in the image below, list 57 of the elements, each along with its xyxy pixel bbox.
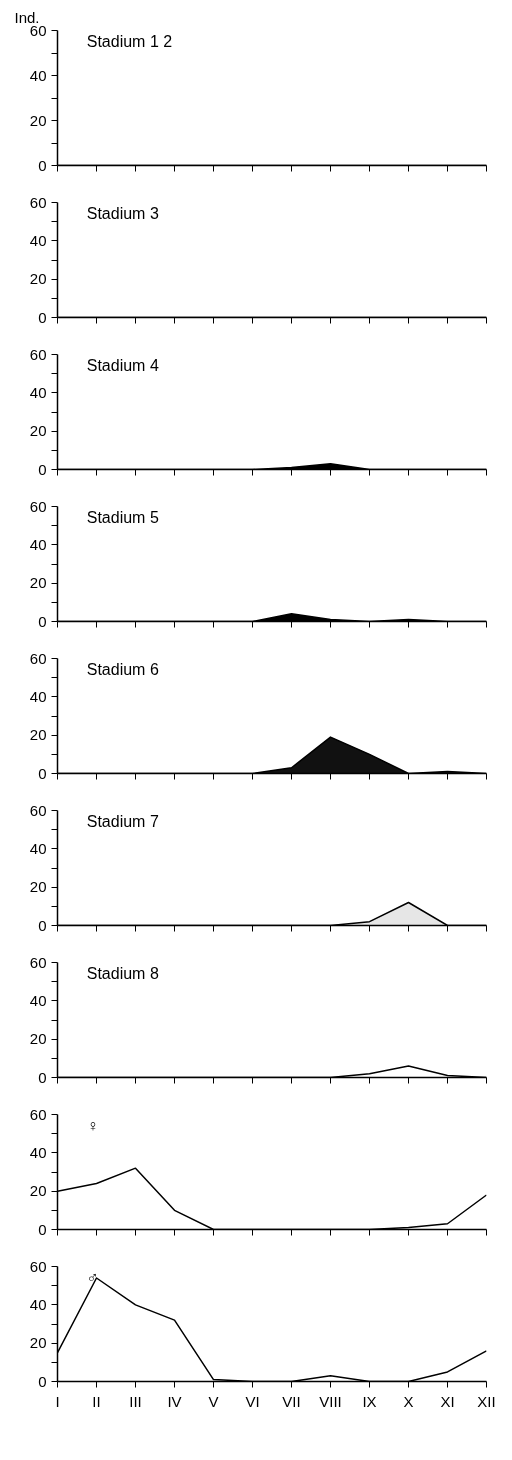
y-tick-label: 0 (38, 156, 47, 174)
y-tick-label: 20 (29, 1182, 47, 1200)
y-tick-label: 20 (29, 111, 47, 129)
y-tick-label: 60 (29, 345, 47, 363)
y-tick-label: 0 (38, 612, 47, 630)
y-tick-label: 40 (29, 991, 47, 1009)
x-tick-label: VI (245, 1392, 260, 1410)
chart-title: Stadium 6 (86, 660, 159, 678)
x-tick-label: IV (167, 1392, 182, 1410)
chart-title: Stadium 5 (86, 508, 159, 526)
y-tick-label: 20 (29, 726, 47, 744)
y-tick-label: 60 (29, 193, 47, 211)
chart-title: Stadium 7 (86, 812, 159, 830)
y-tick-label: 60 (29, 497, 47, 515)
y-tick-label: 20 (29, 878, 47, 896)
y-tick-label: 60 (29, 801, 47, 819)
x-tick-label: VIII (319, 1392, 342, 1410)
x-tick-label: IX (362, 1392, 377, 1410)
y-tick-label: 0 (38, 460, 47, 478)
y-tick-label: 60 (29, 649, 47, 667)
x-tick-label: XII (477, 1392, 496, 1410)
y-tick-label: 60 (29, 1257, 47, 1275)
y-axis-title: Ind. (14, 8, 40, 26)
x-tick-label: II (92, 1392, 101, 1410)
x-tick-label: V (208, 1392, 219, 1410)
chart-title: Stadium 4 (86, 356, 159, 374)
x-tick-label: VII (282, 1392, 301, 1410)
x-tick-label: III (129, 1392, 142, 1410)
y-tick-label: 40 (29, 687, 47, 705)
y-tick-label: 0 (38, 308, 47, 326)
y-tick-label: 0 (38, 916, 47, 934)
y-tick-label: 40 (29, 66, 47, 84)
x-tick-label: XI (440, 1392, 455, 1410)
y-tick-label: 20 (29, 574, 47, 592)
y-tick-label: 40 (29, 383, 47, 401)
chart-title: ♀ (86, 1116, 99, 1134)
y-tick-label: 40 (29, 839, 47, 857)
y-tick-label: 20 (29, 1030, 47, 1048)
y-tick-label: 0 (38, 1068, 47, 1086)
chart-title: Stadium 8 (86, 964, 159, 982)
chart-title: Stadium 1 2 (86, 32, 173, 50)
y-tick-label: 60 (29, 1105, 47, 1123)
y-tick-label: 20 (29, 270, 47, 288)
y-tick-label: 0 (38, 764, 47, 782)
chart-title: Stadium 3 (86, 204, 159, 222)
y-tick-label: 40 (29, 231, 47, 249)
y-tick-label: 60 (29, 953, 47, 971)
y-tick-label: 20 (29, 1334, 47, 1352)
chart-title: ♂ (86, 1268, 99, 1286)
y-tick-label: 40 (29, 1143, 47, 1161)
x-tick-label: I (55, 1392, 60, 1410)
y-tick-label: 0 (38, 1372, 47, 1390)
y-tick-label: 40 (29, 1295, 47, 1313)
y-tick-label: 40 (29, 535, 47, 553)
y-tick-label: 0 (38, 1220, 47, 1238)
x-tick-label: X (403, 1392, 414, 1410)
y-tick-label: 20 (29, 422, 47, 440)
